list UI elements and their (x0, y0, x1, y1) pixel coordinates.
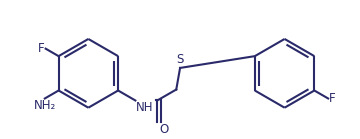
Text: NH: NH (136, 101, 154, 115)
Text: O: O (159, 123, 168, 136)
Text: S: S (176, 53, 184, 66)
Text: F: F (329, 92, 336, 105)
Text: NH₂: NH₂ (34, 100, 56, 112)
Text: F: F (38, 42, 45, 55)
